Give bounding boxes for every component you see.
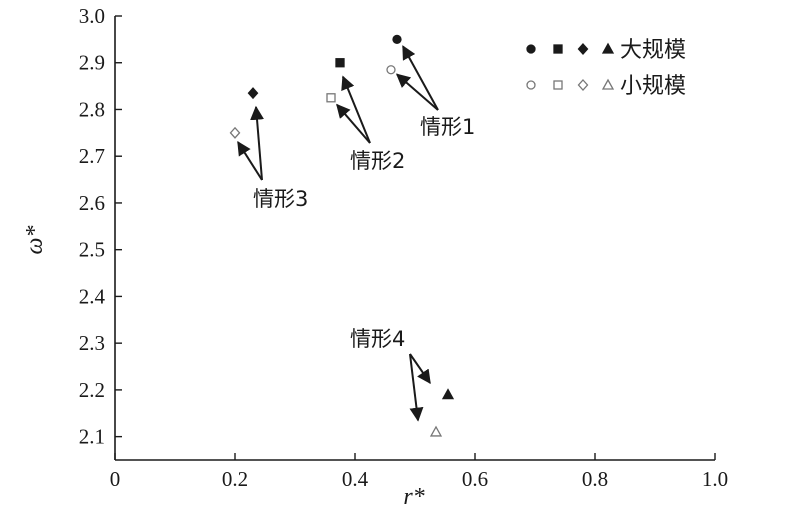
annotation-arrow (409, 353, 431, 385)
large-scale-diamond-point (247, 87, 259, 100)
annotation-arrow (237, 141, 263, 181)
small-scale-circle-point (386, 65, 396, 75)
y-axis-title: ω* (22, 226, 48, 255)
y-tick-label: 3.0 (79, 4, 105, 28)
large-scale-triangle-point (441, 388, 455, 400)
annotation-arrow (402, 45, 439, 111)
y-tick-label: 2.7 (79, 144, 105, 168)
x-axis-title: r* (403, 484, 424, 510)
legend-circle-marker (526, 44, 536, 54)
data-points (229, 34, 455, 437)
annotation-arrow (341, 75, 371, 144)
legend-square-marker (553, 44, 563, 54)
scenario-label: 情形3 (253, 187, 308, 211)
annotation-arrow (409, 353, 424, 422)
ticks: 0 0.2 0.4 0.6 0.8 1.0 2.1 2.2 2.3 2.4 2.5 2.6 2.7 2.8… (79, 4, 728, 491)
axes (114, 16, 715, 461)
y-tick-label: 2.9 (79, 51, 105, 75)
y-tick-label: 2.3 (79, 331, 105, 355)
x-tick-label: 0 (110, 467, 121, 491)
large-scale-square-point (335, 58, 345, 68)
scenario-label: 情形2 (350, 149, 405, 173)
y-tick-label: 2.5 (79, 238, 105, 262)
large-scale-circle-point (392, 34, 402, 45)
legend-triangle-marker (601, 78, 615, 90)
y-tick-label: 2.4 (79, 284, 106, 308)
scenario-label: 情形1 (420, 115, 475, 139)
x-tick-label: 0.2 (222, 467, 248, 491)
axis-titles: r* ω* (22, 226, 425, 510)
legend-diamond-marker (577, 79, 589, 91)
y-tick-label: 2.8 (79, 97, 105, 121)
annotation-arrows (237, 45, 439, 422)
x-tick-label: 0.4 (342, 467, 369, 491)
annotation-labels: 情形1 情形2 情形3 情形4 (253, 115, 475, 351)
y-tick-label: 2.1 (79, 425, 105, 449)
scenario-label: 情形4 (350, 327, 405, 351)
annotation-arrow (395, 73, 439, 111)
legend-label: 大规模 (620, 38, 686, 63)
x-tick-label: 1.0 (702, 467, 728, 491)
legend-label: 小规模 (620, 74, 686, 99)
y-tick-label: 2.2 (79, 378, 105, 402)
small-scale-diamond-point (229, 126, 241, 139)
x-tick-label: 0.8 (582, 467, 608, 491)
small-scale-triangle-point (429, 425, 443, 437)
legend-circle-marker (526, 80, 536, 90)
legend-square-marker (553, 80, 563, 90)
y-tick-label: 2.6 (79, 191, 105, 215)
small-scale-square-point (326, 93, 336, 103)
legend-diamond-marker (577, 43, 589, 55)
annotation-arrow (250, 105, 265, 181)
x-tick-label: 0.6 (462, 467, 488, 491)
legend-triangle-marker (601, 42, 615, 54)
annotation-arrow (336, 103, 371, 144)
